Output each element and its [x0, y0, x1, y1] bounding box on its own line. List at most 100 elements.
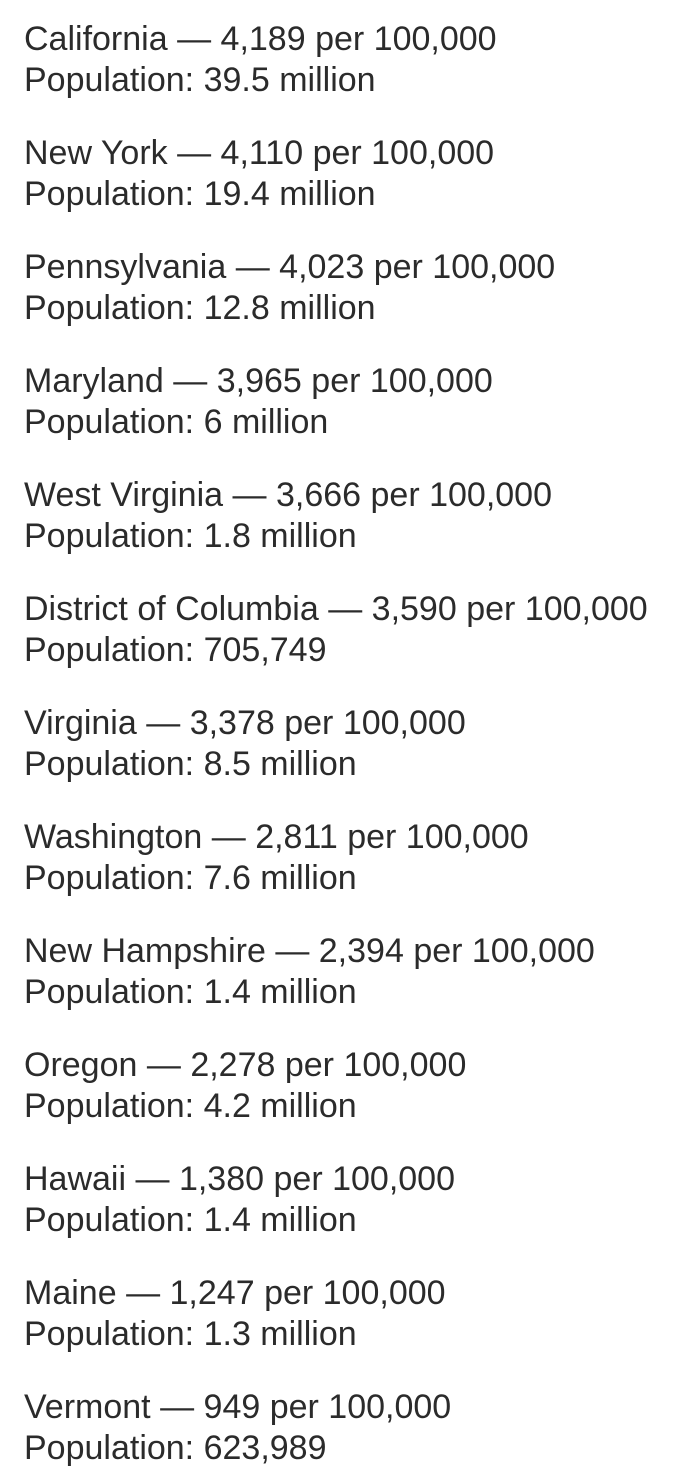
- population-label: Population:: [24, 1429, 195, 1467]
- dash-separator: —: [146, 1046, 181, 1084]
- state-name: New York: [24, 134, 168, 172]
- population-label: Population:: [24, 1315, 195, 1353]
- population-label: Population:: [24, 631, 195, 669]
- population-value: 8.5 million: [203, 745, 357, 783]
- rate-unit: per 100,000: [269, 1388, 452, 1426]
- population-label: Population:: [24, 859, 195, 897]
- state-entry: Hawaii — 1,380 per 100,000 Population: 1…: [24, 1159, 672, 1241]
- state-name: District of Columbia: [24, 590, 319, 628]
- population-value: 623,989: [203, 1429, 327, 1467]
- rate-unit: per 100,000: [370, 476, 553, 514]
- population-line: Population: 6 million: [24, 403, 328, 441]
- population-value: 4.2 million: [203, 1087, 357, 1125]
- population-label: Population:: [24, 973, 195, 1011]
- state-entry: New York — 4,110 per 100,000 Population:…: [24, 133, 672, 215]
- rate-value: 3,666: [275, 476, 362, 514]
- state-rate-line: Hawaii — 1,380 per 100,000: [24, 1160, 455, 1198]
- population-label: Population:: [24, 61, 195, 99]
- state-name: Maryland: [24, 362, 164, 400]
- rate-unit: per 100,000: [273, 1160, 456, 1198]
- population-value: 39.5 million: [203, 61, 376, 99]
- rate-value: 4,110: [220, 134, 304, 172]
- state-rate-line: District of Columbia — 3,590 per 100,000: [24, 590, 648, 628]
- population-value: 1.8 million: [203, 517, 357, 555]
- state-name: West Virginia: [24, 476, 224, 514]
- state-rate-line: Pennsylvania — 4,023 per 100,000: [24, 248, 555, 286]
- population-line: Population: 623,989: [24, 1429, 327, 1467]
- population-line: Population: 1.8 million: [24, 517, 357, 555]
- rate-unit: per 100,000: [284, 704, 466, 742]
- population-value: 705,749: [203, 631, 327, 669]
- state-entry: Vermont — 949 per 100,000 Population: 62…: [24, 1387, 672, 1469]
- population-label: Population:: [24, 289, 195, 327]
- population-line: Population: 1.4 million: [24, 973, 357, 1011]
- dash-separator: —: [177, 20, 212, 58]
- population-value: 1.3 million: [203, 1315, 357, 1353]
- dash-separator: —: [173, 362, 208, 400]
- dash-separator: —: [126, 1274, 161, 1312]
- dash-separator: —: [211, 818, 246, 856]
- rate-value: 1,247: [169, 1274, 255, 1312]
- state-entry: California — 4,189 per 100,000 Populatio…: [24, 19, 672, 101]
- state-rate-line: Virginia — 3,378 per 100,000: [24, 704, 466, 742]
- population-line: Population: 39.5 million: [24, 61, 376, 99]
- state-name: New Hampshire: [24, 932, 266, 970]
- rate-unit: per 100,000: [466, 590, 648, 628]
- rate-unit: per 100,000: [315, 20, 497, 58]
- state-name: California: [24, 20, 168, 58]
- rate-value: 1,380: [178, 1160, 265, 1198]
- state-entry: Washington — 2,811 per 100,000 Populatio…: [24, 817, 672, 899]
- state-name: Hawaii: [24, 1160, 127, 1198]
- state-rate-line: Maine — 1,247 per 100,000: [24, 1274, 446, 1312]
- rate-value: 4,189: [220, 20, 306, 58]
- dash-separator: —: [177, 134, 212, 172]
- rate-value: 2,394: [318, 932, 404, 970]
- rate-value: 2,811: [255, 818, 338, 856]
- rate-unit: per 100,000: [413, 932, 595, 970]
- state-name: Virginia: [24, 704, 137, 742]
- dash-separator: —: [160, 1388, 195, 1426]
- population-label: Population:: [24, 1201, 195, 1239]
- state-entry: Oregon — 2,278 per 100,000 Population: 4…: [24, 1045, 672, 1127]
- state-entry: Virginia — 3,378 per 100,000 Population:…: [24, 703, 672, 785]
- population-line: Population: 8.5 million: [24, 745, 357, 783]
- rate-unit: per 100,000: [347, 818, 529, 856]
- state-rate-line: New York — 4,110 per 100,000: [24, 134, 494, 172]
- dash-separator: —: [232, 476, 267, 514]
- state-name: Pennsylvania: [24, 248, 227, 286]
- rate-unit: per 100,000: [373, 248, 556, 286]
- population-value: 12.8 million: [203, 289, 376, 327]
- state-entry: West Virginia — 3,666 per 100,000 Popula…: [24, 475, 672, 557]
- state-entry: Maine — 1,247 per 100,000 Population: 1.…: [24, 1273, 672, 1355]
- dash-separator: —: [146, 704, 181, 742]
- population-line: Population: 19.4 million: [24, 175, 376, 213]
- rate-value: 2,278: [190, 1046, 276, 1084]
- population-label: Population:: [24, 403, 195, 441]
- dash-separator: —: [275, 932, 310, 970]
- rate-value: 3,378: [189, 704, 275, 742]
- state-rate-line: California — 4,189 per 100,000: [24, 20, 497, 58]
- state-rate-line: New Hampshire — 2,394 per 100,000: [24, 932, 595, 970]
- population-value: 1.4 million: [203, 973, 357, 1011]
- state-name: Vermont: [24, 1388, 151, 1426]
- population-value: 1.4 million: [203, 1201, 357, 1239]
- population-line: Population: 7.6 million: [24, 859, 357, 897]
- dash-separator: —: [135, 1160, 170, 1198]
- population-label: Population:: [24, 745, 195, 783]
- state-rate-line: West Virginia — 3,666 per 100,000: [24, 476, 552, 514]
- rate-value: 949: [203, 1388, 261, 1426]
- state-rate-line: Oregon — 2,278 per 100,000: [24, 1046, 466, 1084]
- state-name: Oregon: [24, 1046, 138, 1084]
- population-value: 19.4 million: [203, 175, 376, 213]
- state-entry: New Hampshire — 2,394 per 100,000 Popula…: [24, 931, 672, 1013]
- population-line: Population: 705,749: [24, 631, 327, 669]
- population-line: Population: 1.4 million: [24, 1201, 357, 1239]
- dash-separator: —: [235, 248, 270, 286]
- population-label: Population:: [24, 517, 195, 555]
- rate-unit: per 100,000: [311, 362, 493, 400]
- population-line: Population: 1.3 million: [24, 1315, 357, 1353]
- population-label: Population:: [24, 1087, 195, 1125]
- state-entry: District of Columbia — 3,590 per 100,000…: [24, 589, 672, 671]
- state-entry: Pennsylvania — 4,023 per 100,000 Populat…: [24, 247, 672, 329]
